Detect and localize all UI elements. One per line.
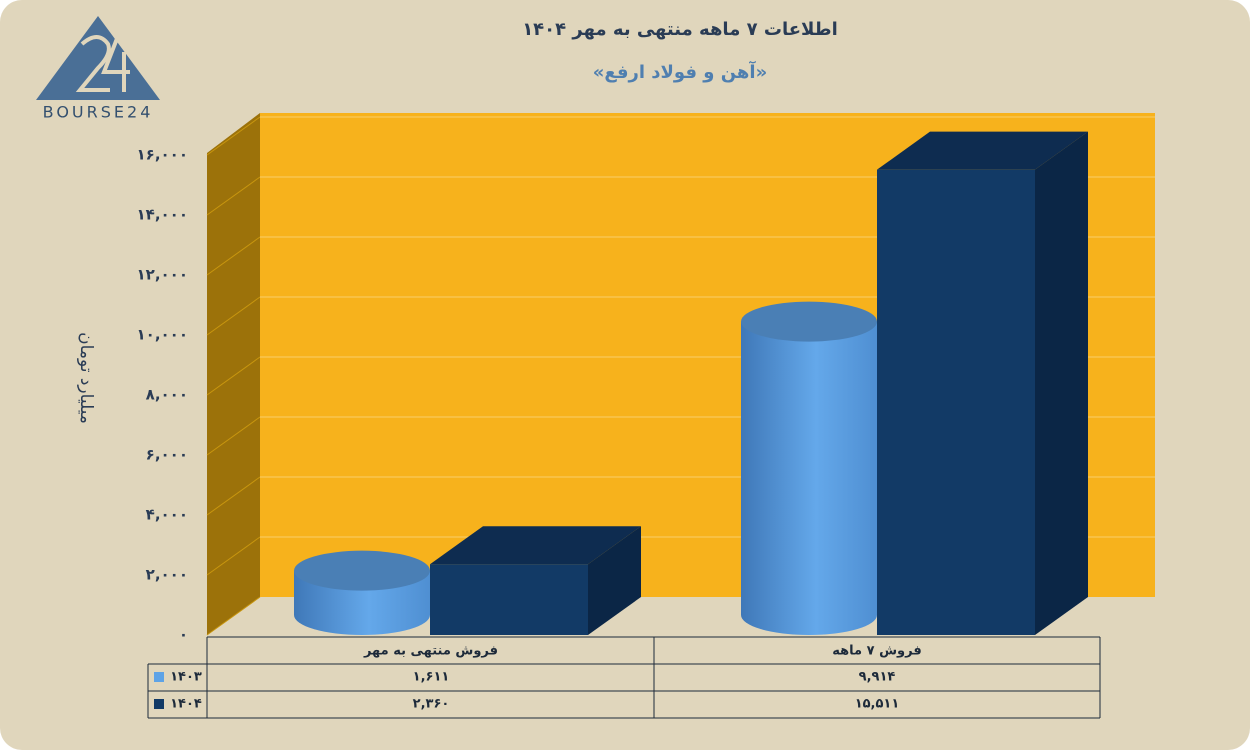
y-tick-label: ۲,۰۰۰ xyxy=(146,566,188,584)
grid-line xyxy=(206,536,261,576)
x-tick-label: فروش منتهی به مهر xyxy=(363,644,498,659)
logo: BOURSE24 xyxy=(36,16,160,122)
box-side xyxy=(588,526,641,635)
cylinder-top xyxy=(741,301,877,342)
legend-swatch xyxy=(154,672,164,682)
cylinder-top xyxy=(294,550,430,591)
data-label: ۱,۶۱۱ xyxy=(413,670,450,685)
chart-subtitle: «آهن و فولاد ارفع» xyxy=(593,60,767,83)
grid-line xyxy=(206,116,261,156)
x-tick-label: فروش ۷ ماهه xyxy=(832,644,921,659)
legend-swatch xyxy=(154,699,164,709)
logo-mark xyxy=(75,35,130,92)
grid-line xyxy=(206,296,261,336)
grid-line xyxy=(206,596,261,636)
logo-text: BOURSE24 xyxy=(43,103,154,122)
bar-box xyxy=(877,131,1088,636)
cylinder-body xyxy=(741,321,877,635)
bars xyxy=(294,131,1088,636)
side-wall xyxy=(207,113,260,635)
grid-line xyxy=(206,476,261,516)
box-top xyxy=(877,131,1088,170)
y-tick-label: ۸,۰۰۰ xyxy=(146,386,188,404)
logo-triangle xyxy=(36,16,160,100)
grid-line xyxy=(206,356,261,396)
bar-cylinder xyxy=(294,550,430,635)
legend-label: ۱۴۰۴ xyxy=(170,697,202,712)
box-front xyxy=(877,169,1035,636)
grid-line xyxy=(206,176,261,216)
y-axis-label: میلیارد تومان xyxy=(76,332,96,424)
y-tick-label: ۰ xyxy=(179,626,188,644)
y-tick-label: ۱۲,۰۰۰ xyxy=(137,266,188,284)
box-front xyxy=(430,564,588,635)
legend-label: ۱۴۰۳ xyxy=(170,670,202,685)
data-label: ۲,۳۶۰ xyxy=(413,697,450,712)
grid-line xyxy=(206,416,261,456)
y-tick-label: ۱۶,۰۰۰ xyxy=(137,146,188,164)
bar-cylinder xyxy=(741,301,877,635)
data-label: ۱۵,۵۱۱ xyxy=(855,697,900,712)
box-top xyxy=(430,526,641,565)
chart-title: اطلاعات ۷ ماهه منتهی به مهر ۱۴۰۴ xyxy=(522,19,838,40)
y-tick-label: ۴,۰۰۰ xyxy=(146,506,188,524)
y-tick-label: ۶,۰۰۰ xyxy=(146,446,188,464)
box-side xyxy=(1035,131,1088,636)
grid-line xyxy=(206,236,261,276)
data-label: ۹,۹۱۴ xyxy=(859,670,896,685)
y-tick-label: ۱۴,۰۰۰ xyxy=(137,206,188,224)
data-table: ۱۴۰۳ ۱,۶۱۱ ۹,۹۱۴ ۱۴۰۴ ۲,۳۶۰ ۱۵,۵۱۱ xyxy=(147,636,1101,719)
y-tick-label: ۱۰,۰۰۰ xyxy=(137,326,188,344)
bar-box xyxy=(430,526,641,635)
